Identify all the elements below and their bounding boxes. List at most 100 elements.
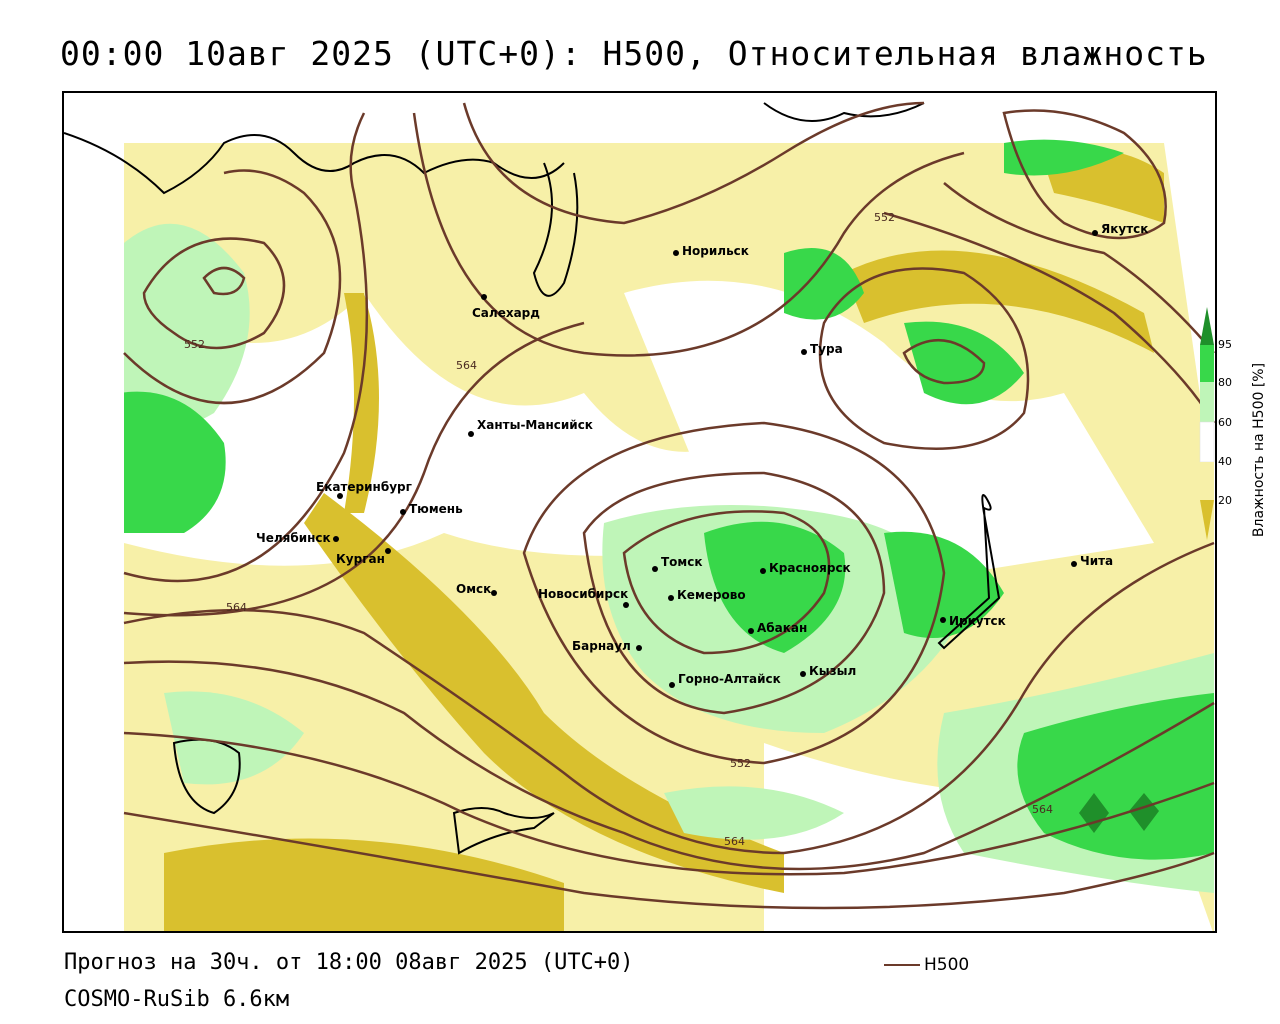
h500-contour [883, 211, 1215, 424]
svg-text:Барнаул: Барнаул [572, 639, 631, 653]
colorbar-tick: 95 [1218, 338, 1232, 351]
humidity-white-area [624, 280, 1154, 573]
svg-text:Чита: Чита [1080, 554, 1113, 568]
humidity-very-dry-band [164, 838, 564, 931]
h500-contours [123, 101, 1215, 910]
city-salekhard: Салехард [472, 294, 540, 320]
city-tura: Тура [801, 342, 843, 356]
humidity-wet-area [784, 248, 864, 320]
city-chita: Чита [1071, 554, 1113, 568]
humidity-wet-area [664, 786, 844, 840]
svg-text:Новосибирск: Новосибирск [538, 587, 628, 601]
map-area: 552 552 564 564 552 564 564 Якутск Норил… [62, 91, 1217, 933]
colorbar-segment-20-40 [1200, 462, 1214, 500]
h500-contour [123, 541, 1215, 855]
humidity-very-dry-band [304, 493, 784, 893]
svg-text:Тура: Тура [810, 342, 843, 356]
city-chelyabinsk: Челябинск [256, 531, 339, 545]
humidity-colorbar: 95 80 60 40 20 [1198, 305, 1278, 595]
colorbar-title: Влажность на H500 [%] [1251, 362, 1267, 538]
forecast-info: Прогноз на 30ч. от 18:00 08авг 2025 (UTC… [64, 950, 634, 975]
svg-text:Кызыл: Кызыл [809, 664, 856, 678]
model-name: COSMO-RuSib 6.6км [64, 987, 290, 1012]
lake-balkhash [452, 807, 555, 855]
h500-legend: H500 [884, 954, 969, 976]
humidity-wet-area [704, 521, 846, 653]
city-tomsk: Томск [652, 555, 703, 572]
contour-label: 552 [730, 757, 751, 770]
city-novosibirsk: Новосибирск [538, 587, 629, 608]
coastline [532, 162, 579, 297]
svg-text:Горно-Алтайск: Горно-Алтайск [678, 672, 781, 686]
colorbar-tick: 60 [1218, 416, 1232, 429]
h500-contour [412, 112, 965, 357]
city-ekaterinburg: Екатеринбург [316, 480, 412, 499]
city-kemerovo: Кемерово [668, 588, 746, 602]
city-abakan: Абакан [748, 621, 807, 635]
city-tyumen: Тюмень [400, 502, 463, 516]
humidity-wet-area [1004, 139, 1124, 176]
humidity-wet-area [904, 321, 1024, 405]
city-barnaul: Барнаул [572, 639, 642, 653]
city-yakutsk: Якутск [1092, 222, 1148, 236]
humidity-wet-area [1079, 793, 1109, 833]
h500-contour [522, 421, 946, 765]
h500-legend-label: H500 [924, 955, 970, 975]
city-kurgan: Курган [336, 548, 391, 566]
svg-text:Курган: Курган [336, 552, 385, 566]
h500-contour [902, 338, 986, 385]
colorbar-graphic: 95 80 60 40 20 [1199, 307, 1232, 540]
h500-legend-line [884, 964, 920, 966]
colorbar-cap-bottom [1200, 500, 1214, 540]
h500-contour [123, 112, 369, 583]
svg-text:Кемерово: Кемерово [677, 588, 746, 602]
svg-text:Якутск: Якутск [1101, 222, 1148, 236]
h500-contour [123, 731, 1215, 876]
h500-contour [123, 660, 1215, 871]
city-omsk: Омск [456, 582, 497, 596]
svg-text:Иркутск: Иркутск [949, 614, 1006, 628]
humidity-very-dry-band [344, 293, 379, 513]
h500-contour [818, 267, 1030, 450]
svg-text:Норильск: Норильск [682, 244, 749, 258]
colorbar-tick: 20 [1218, 494, 1232, 507]
h500-contour [622, 510, 831, 655]
h500-contour [142, 237, 286, 350]
coastlines [64, 102, 1001, 855]
coastline [763, 102, 925, 122]
humidity-wet-area [164, 691, 304, 785]
humidity-map: 552 552 564 564 552 564 564 Якутск Норил… [64, 93, 1215, 931]
cities: Якутск Норильск Салехард Тура Ханты-Манс… [256, 222, 1148, 688]
city-krasnoyarsk: Красноярск [760, 561, 851, 575]
city-gorno: Горно-Алтайск [669, 672, 781, 688]
h500-contour [943, 182, 1215, 354]
contour-label: 552 [184, 338, 205, 351]
contour-label: 564 [456, 359, 477, 372]
contour-label: 564 [226, 601, 247, 614]
svg-text:Абакан: Абакан [757, 621, 807, 635]
humidity-wet-area [1017, 693, 1214, 860]
colorbar-tick: 80 [1218, 376, 1232, 389]
lake-baikal [937, 494, 1001, 650]
contour-labels: 552 552 564 564 552 564 564 [184, 211, 1053, 848]
city-khanty: Ханты-Мансийск [468, 418, 593, 437]
svg-text:Екатеринбург: Екатеринбург [316, 480, 412, 494]
svg-text:Челябинск: Челябинск [256, 531, 331, 545]
svg-text:Ханты-Мансийск: Ханты-Мансийск [477, 418, 593, 432]
humidity-wet-area [64, 93, 124, 931]
svg-text:Омск: Омск [456, 582, 491, 596]
h500-contour [123, 169, 342, 405]
svg-text:Томск: Томск [661, 555, 703, 569]
colorbar-segment-40-60 [1199, 421, 1215, 463]
city-kyzyl: Кызыл [800, 664, 856, 678]
colorbar-segment-80-95 [1200, 345, 1214, 382]
coastline [64, 132, 565, 195]
city-irkutsk: Иркутск [940, 614, 1006, 628]
h500-contour [202, 266, 246, 296]
city-norilsk: Норильск [673, 244, 749, 258]
colorbar-cap-top [1200, 307, 1214, 345]
colorbar-segment-60-80 [1200, 382, 1214, 422]
svg-text:Красноярск: Красноярск [769, 561, 851, 575]
map-title: 00:00 10авг 2025 (UTC+0): H500, Относите… [60, 34, 1208, 73]
contour-label: 564 [1032, 803, 1053, 816]
